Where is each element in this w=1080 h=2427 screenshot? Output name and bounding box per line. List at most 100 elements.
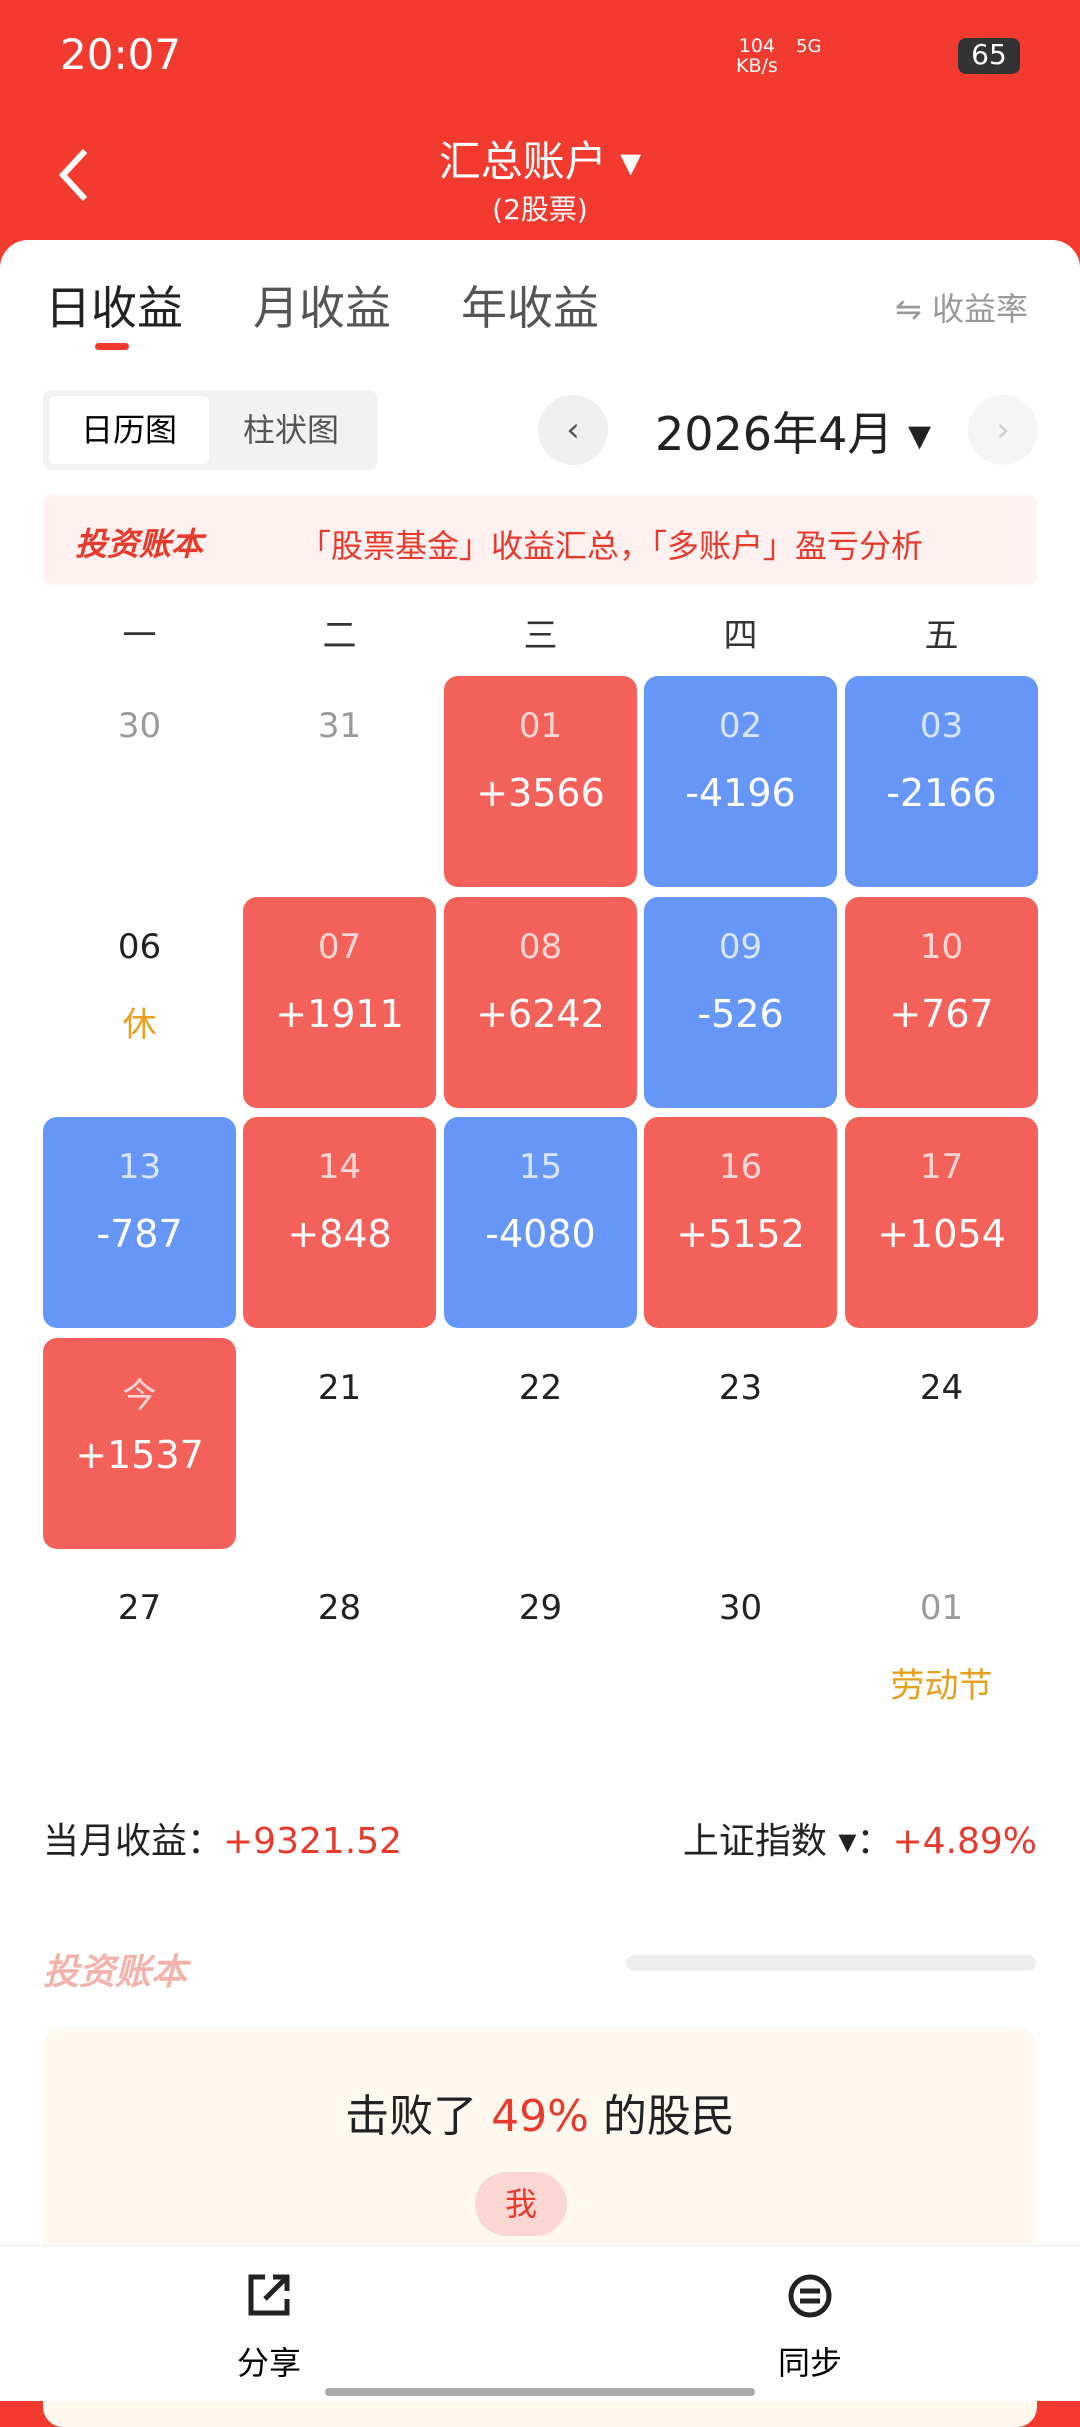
day-number: 01 xyxy=(919,1588,964,1628)
next-month[interactable]: › xyxy=(968,395,1038,465)
weekday: 三 xyxy=(523,616,558,656)
day-cell[interactable]: 27 xyxy=(43,1558,236,1769)
rank-prefix: 击败了 xyxy=(345,2091,478,2142)
tab[interactable]: 日收益 xyxy=(45,281,183,335)
speed-unit: KB/s xyxy=(736,55,778,77)
prev-month[interactable]: ‹ xyxy=(538,395,608,465)
day-number: 13 xyxy=(117,1147,162,1187)
rate-toggle[interactable]: ⇋ 收益率 xyxy=(895,290,1028,328)
tab[interactable]: 月收益 xyxy=(253,281,391,335)
day-cell[interactable]: 16 +5152 xyxy=(644,1117,837,1328)
day-cell[interactable]: 03 -2166 xyxy=(845,676,1038,887)
sync-icon[interactable] xyxy=(785,2271,835,2321)
title: 汇总账户 xyxy=(438,137,607,186)
day-number: 08 xyxy=(518,926,563,967)
net-speed: 104 KB/s xyxy=(736,36,778,76)
index-summary[interactable]: 上证指数 ▾：+4.89% xyxy=(682,1821,1037,1862)
day-cell[interactable]: 17 +1054 xyxy=(845,1117,1038,1328)
day-number: 31 xyxy=(317,706,362,746)
day-cell[interactable]: 31 xyxy=(243,676,436,887)
day-number: 17 xyxy=(919,1147,964,1187)
me-marker: 我 xyxy=(475,2172,567,2236)
progress xyxy=(626,1955,1036,1971)
day-cell[interactable]: 23 xyxy=(644,1337,837,1549)
month-picker[interactable]: 2026年4月 ▾ xyxy=(655,407,932,461)
day-cell[interactable]: 14 +848 xyxy=(243,1117,436,1328)
weekday: 二 xyxy=(322,616,357,656)
day-profit: +1054 xyxy=(877,1212,1006,1256)
day-cell[interactable]: 01 +3566 xyxy=(444,676,637,887)
day-number: 30 xyxy=(117,706,162,746)
day-number: 06 xyxy=(117,926,162,967)
footer-brand: 投资账本 xyxy=(43,1952,188,1993)
day-profit: +1537 xyxy=(75,1432,204,1477)
day-cell[interactable]: 06 休 xyxy=(43,896,236,1108)
day-number: 15 xyxy=(518,1147,563,1187)
day-number: 01 xyxy=(518,706,563,746)
day-note: 劳动节 xyxy=(890,1666,993,1706)
day-profit: -787 xyxy=(96,1212,183,1256)
day-cell[interactable]: 01 劳动节 xyxy=(845,1558,1038,1769)
day-cell[interactable]: 07 +1911 xyxy=(243,896,436,1108)
index-value: +4.89% xyxy=(892,1821,1037,1862)
share-icon[interactable] xyxy=(245,2271,293,2319)
tabs: 日收益 月收益 年收益 xyxy=(45,272,669,338)
banner-text: 「股票基金」收益汇总，「多账户」盈亏分析 xyxy=(299,527,924,565)
weekday: 一 xyxy=(122,616,157,656)
day-cell[interactable]: 02 -4196 xyxy=(644,676,837,887)
day-profit: +3566 xyxy=(476,771,605,815)
sync[interactable]: 同步 xyxy=(777,2344,842,2382)
view-bar[interactable]: 柱状图 xyxy=(242,411,339,449)
day-number: 27 xyxy=(117,1588,162,1628)
day-number: 09 xyxy=(718,926,763,967)
day-cell[interactable]: 09 -526 xyxy=(644,896,837,1108)
network: 5G xyxy=(796,36,822,57)
day-cell[interactable]: 21 xyxy=(243,1337,436,1549)
day-profit: +6242 xyxy=(476,991,605,1036)
rate: 收益率 xyxy=(931,290,1028,328)
day-profit: -4080 xyxy=(485,1212,596,1256)
day-cell[interactable]: 24 xyxy=(845,1337,1038,1549)
day-number: 28 xyxy=(317,1588,362,1628)
day-number: 02 xyxy=(718,706,763,746)
home-indicator xyxy=(325,2388,755,2396)
day-cell[interactable]: 28 xyxy=(243,1558,436,1769)
day-number: 07 xyxy=(317,926,362,967)
colon: ： xyxy=(856,1821,893,1862)
share[interactable]: 分享 xyxy=(236,2344,301,2382)
day-cell[interactable]: 15 -4080 xyxy=(444,1117,637,1328)
rank-suffix: 的股民 xyxy=(602,2091,735,2142)
day-cell[interactable]: 30 xyxy=(43,676,236,887)
day-number: 10 xyxy=(919,926,964,967)
view-switch: 日历图 柱状图 xyxy=(43,390,377,470)
day-profit: -4196 xyxy=(685,771,796,815)
day-cell[interactable]: 22 xyxy=(444,1337,637,1549)
day-profit: +5152 xyxy=(676,1212,805,1256)
day-number: 23 xyxy=(718,1367,763,1408)
day-cell[interactable]: 30 xyxy=(644,1558,837,1769)
account-title[interactable]: 汇总账户 ▾ xyxy=(438,137,642,186)
day-number: 21 xyxy=(317,1367,362,1408)
tab[interactable]: 年收益 xyxy=(461,281,599,335)
weekday: 四 xyxy=(723,616,758,656)
day-note: 休 xyxy=(122,1004,157,1045)
day-cell[interactable]: 13 -787 xyxy=(43,1117,236,1328)
day-cell[interactable]: 08 +6242 xyxy=(444,896,637,1108)
day-number: 22 xyxy=(518,1367,563,1408)
day-number: 29 xyxy=(518,1588,563,1628)
day-cell[interactable]: 10 +767 xyxy=(845,896,1038,1108)
back-button[interactable] xyxy=(55,145,95,205)
status-time: 20:07 xyxy=(60,30,182,79)
banner[interactable]: 投资账本 「股票基金」收益汇总，「多账户」盈亏分析 xyxy=(43,495,1037,585)
day-number: 03 xyxy=(919,706,964,746)
view-calendar[interactable]: 日历图 xyxy=(49,396,209,464)
day-cell[interactable]: 29 xyxy=(444,1558,637,1769)
rank-text: 击败了 49% 的股民 xyxy=(0,2080,1080,2144)
subtitle: (2股票) xyxy=(492,193,588,226)
day-cell[interactable]: 今 +1537 xyxy=(43,1337,236,1549)
day-profit: +767 xyxy=(889,991,994,1036)
month: 2026年4月 xyxy=(655,407,894,461)
day-profit: -526 xyxy=(697,991,784,1036)
day-number: 24 xyxy=(919,1367,964,1408)
